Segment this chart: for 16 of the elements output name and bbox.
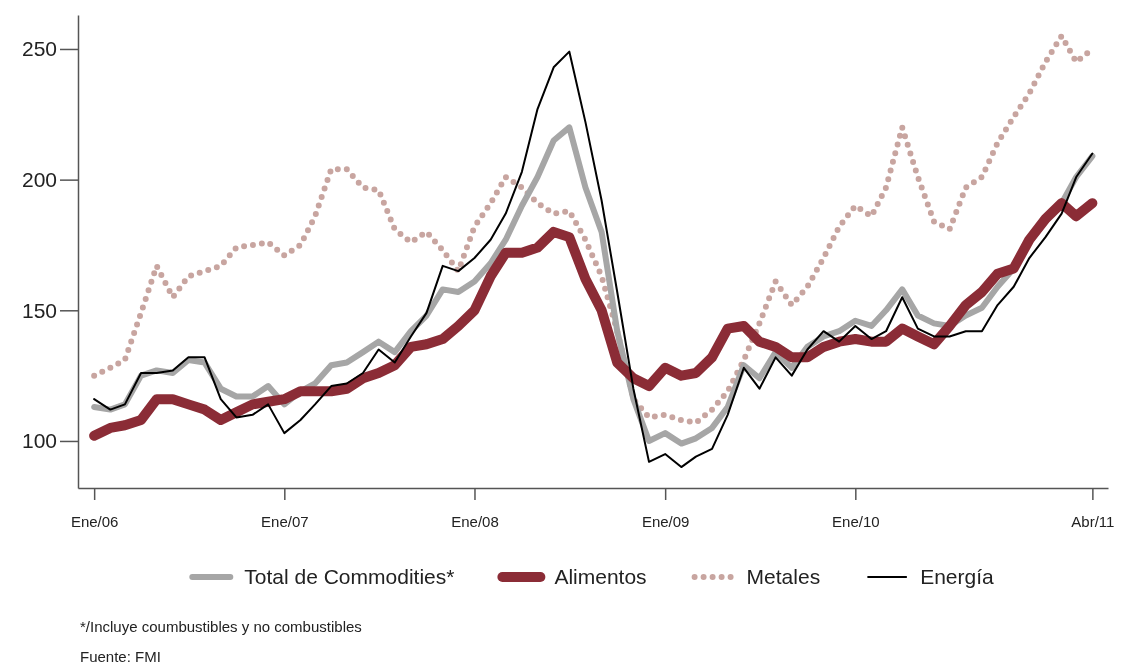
x-tick-label: Ene/06	[70, 513, 119, 530]
y-tick-label: 100	[21, 429, 57, 453]
source-note: Fuente: FMI	[80, 648, 161, 665]
y-tick-label: 150	[21, 298, 57, 322]
x-tick-label: Ene/09	[641, 513, 690, 530]
y-tick-label: 200	[21, 167, 57, 191]
x-tick-label: Ene/10	[832, 513, 880, 530]
legend-label: Alimentos	[554, 565, 647, 588]
legend-label: Energía	[920, 565, 994, 588]
y-tick-label: 250	[21, 37, 57, 61]
legend-label: Total de Commodities*	[244, 565, 455, 588]
x-tick-label: Abr/11	[1071, 513, 1115, 530]
text: */Incluye coumbustibles y no combustibles	[80, 618, 362, 635]
legend-label: Metales	[746, 565, 821, 588]
x-tick-label: Ene/07	[261, 513, 309, 530]
x-tick-label: Ene/08	[451, 513, 499, 530]
